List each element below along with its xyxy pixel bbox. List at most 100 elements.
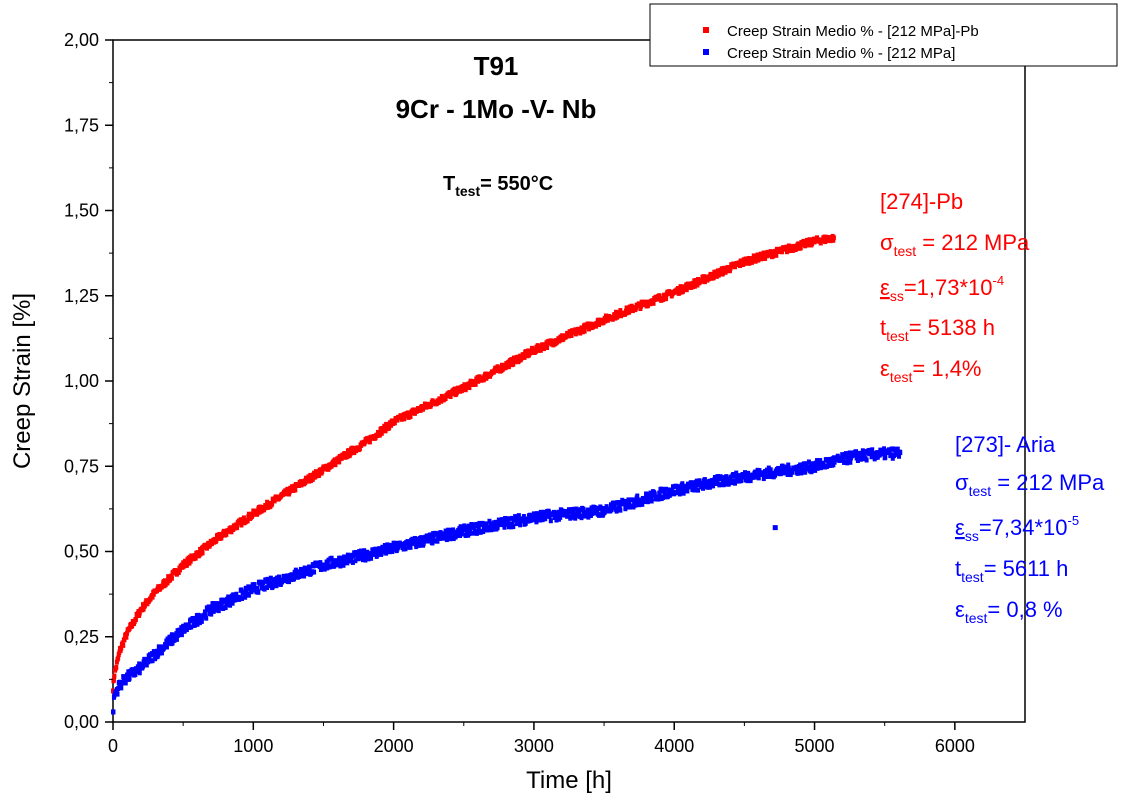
data-point bbox=[806, 459, 811, 465]
x-axis-title: Time [h] bbox=[526, 767, 612, 794]
data-point bbox=[196, 612, 201, 618]
data-point bbox=[443, 528, 448, 534]
data-point bbox=[742, 474, 747, 480]
data-point bbox=[818, 458, 823, 464]
data-point bbox=[567, 333, 571, 339]
data-point bbox=[172, 637, 177, 643]
data-point bbox=[267, 579, 272, 585]
data-point bbox=[193, 555, 198, 561]
series-1 bbox=[111, 446, 903, 715]
data-point bbox=[186, 622, 191, 628]
data-point bbox=[473, 381, 478, 387]
data-point bbox=[569, 332, 574, 338]
data-point bbox=[219, 535, 224, 541]
data-point bbox=[724, 474, 729, 480]
y-tick-label: 0,75 bbox=[64, 456, 99, 476]
data-point bbox=[484, 521, 489, 527]
data-point bbox=[302, 565, 307, 571]
data-point bbox=[774, 252, 779, 258]
data-point bbox=[390, 543, 395, 549]
data-point bbox=[353, 558, 358, 564]
annotation-pb: [274]-Pb σtest = 212 MPa εss=1,73*10-4 t… bbox=[880, 189, 1030, 385]
data-point bbox=[189, 624, 194, 630]
data-point bbox=[474, 530, 479, 536]
x-tick-label: 2000 bbox=[374, 736, 414, 756]
data-point bbox=[285, 573, 290, 579]
data-point bbox=[360, 551, 365, 557]
data-point bbox=[572, 506, 577, 512]
data-point bbox=[854, 449, 859, 455]
data-point bbox=[656, 496, 661, 502]
data-point bbox=[748, 478, 753, 484]
data-point bbox=[678, 488, 683, 494]
data-point bbox=[176, 632, 181, 638]
data-point bbox=[585, 507, 590, 513]
data-point bbox=[375, 552, 380, 558]
data-point bbox=[451, 527, 456, 533]
data-point bbox=[206, 604, 211, 610]
data-point bbox=[864, 457, 869, 463]
data-point bbox=[337, 459, 342, 465]
eps-test-subscript: test bbox=[890, 369, 913, 385]
data-point bbox=[509, 357, 514, 363]
data-point bbox=[111, 709, 116, 715]
data-point bbox=[618, 507, 623, 513]
data-point bbox=[670, 487, 675, 493]
data-point bbox=[765, 468, 770, 474]
x-tick-label: 4000 bbox=[654, 736, 694, 756]
data-point bbox=[807, 237, 812, 243]
data-point bbox=[531, 517, 536, 523]
data-point bbox=[179, 632, 184, 638]
data-point bbox=[223, 605, 228, 611]
data-point bbox=[432, 538, 437, 544]
data-point bbox=[522, 354, 527, 360]
data-point bbox=[493, 519, 498, 525]
data-point bbox=[540, 517, 545, 523]
data-point bbox=[708, 271, 713, 277]
sigma-value: = 212 MPa bbox=[991, 470, 1105, 495]
data-point bbox=[882, 446, 887, 452]
data-point bbox=[888, 452, 893, 458]
data-point bbox=[746, 470, 751, 476]
data-point bbox=[344, 557, 349, 563]
data-point bbox=[860, 448, 865, 454]
data-point bbox=[696, 487, 701, 493]
legend: Creep Strain Medio % - [212 MPa]-Pb Cree… bbox=[649, 3, 1118, 67]
data-point bbox=[357, 446, 362, 452]
data-point bbox=[540, 513, 545, 519]
data-point bbox=[421, 541, 426, 547]
data-point bbox=[121, 674, 126, 680]
data-point bbox=[548, 518, 553, 524]
data-point bbox=[711, 275, 716, 281]
data-point bbox=[121, 642, 126, 648]
data-point bbox=[164, 644, 169, 650]
data-point bbox=[618, 308, 623, 314]
data-point bbox=[350, 445, 355, 451]
data-point bbox=[216, 608, 221, 614]
data-point bbox=[350, 559, 355, 565]
data-point bbox=[481, 377, 486, 383]
data-point bbox=[170, 640, 175, 646]
data-point bbox=[174, 636, 179, 642]
data-point bbox=[217, 602, 222, 608]
data-point bbox=[317, 472, 322, 478]
legend-marker-aria bbox=[703, 49, 709, 55]
data-point bbox=[719, 482, 724, 488]
data-point bbox=[465, 528, 470, 534]
data-point bbox=[178, 567, 183, 573]
data-point bbox=[378, 547, 383, 553]
data-point bbox=[218, 604, 223, 610]
annotation-aria-eps-test: εtest= 0,8 % bbox=[955, 597, 1063, 626]
data-point bbox=[506, 364, 511, 370]
data-point bbox=[243, 594, 248, 600]
t-value: = 5611 h bbox=[984, 556, 1069, 581]
data-point bbox=[895, 446, 900, 452]
data-point bbox=[707, 478, 712, 484]
data-point bbox=[557, 338, 562, 344]
data-point bbox=[265, 499, 270, 505]
data-point bbox=[626, 497, 631, 503]
data-point bbox=[813, 467, 818, 473]
eps-ss-subscript: ss bbox=[965, 528, 979, 544]
data-point bbox=[259, 585, 264, 591]
data-point bbox=[265, 585, 270, 591]
